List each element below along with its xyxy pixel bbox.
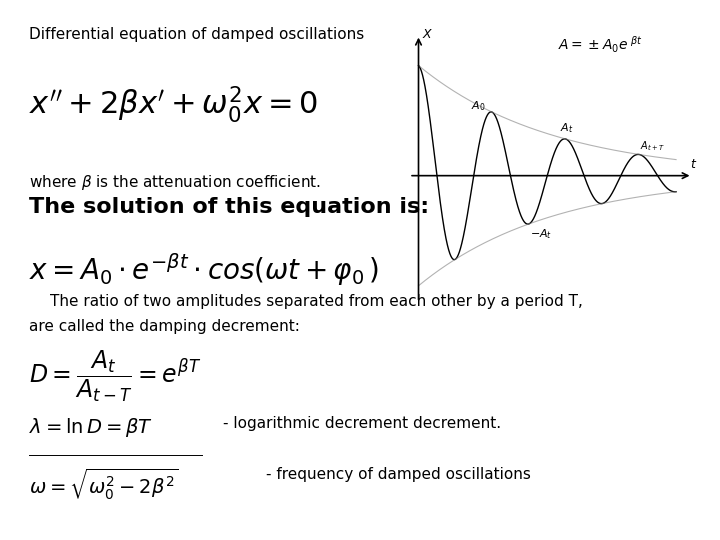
Text: - logarithmic decrement decrement.: - logarithmic decrement decrement. [223, 416, 501, 431]
Text: $\lambda = \ln D = \beta T$: $\lambda = \ln D = \beta T$ [29, 416, 153, 439]
Text: $D = \dfrac{A_t}{A_{t-T}} = e^{\beta T}$: $D = \dfrac{A_t}{A_{t-T}} = e^{\beta T}$ [29, 348, 201, 404]
Text: $A_t$: $A_t$ [560, 121, 573, 135]
Text: The solution of this equation is:: The solution of this equation is: [29, 197, 429, 217]
Text: - frequency of damped oscillations: - frequency of damped oscillations [266, 467, 531, 482]
Text: where $\beta$ is the attenuation coefficient.: where $\beta$ is the attenuation coeffic… [29, 173, 320, 192]
Text: $A = \pm A_0 e^{\ \beta t}$: $A = \pm A_0 e^{\ \beta t}$ [558, 35, 643, 56]
Text: $X$: $X$ [422, 28, 433, 41]
Text: $x''+2\beta x'+\omega_0^2 x = 0$: $x''+2\beta x'+\omega_0^2 x = 0$ [29, 84, 318, 125]
Text: $-A_t$: $-A_t$ [530, 227, 552, 241]
Text: $A_0$: $A_0$ [472, 100, 486, 113]
Text: Differential equation of damped oscillations: Differential equation of damped oscillat… [29, 27, 364, 42]
Text: $\omega  = \sqrt{\omega_0^2 - 2\beta^2}$: $\omega = \sqrt{\omega_0^2 - 2\beta^2}$ [29, 467, 179, 502]
Text: $t$: $t$ [690, 158, 698, 171]
Text: are called the damping decrement:: are called the damping decrement: [29, 319, 300, 334]
Text: The ratio of two amplitudes separated from each other by a period T,: The ratio of two amplitudes separated fr… [50, 294, 583, 309]
Text: $x = A_0 \cdot e^{-\beta t} \cdot cos(\omega t + \varphi_0\,)$: $x = A_0 \cdot e^{-\beta t} \cdot cos(\o… [29, 251, 379, 288]
Text: $A_{t+T}$: $A_{t+T}$ [640, 139, 665, 153]
